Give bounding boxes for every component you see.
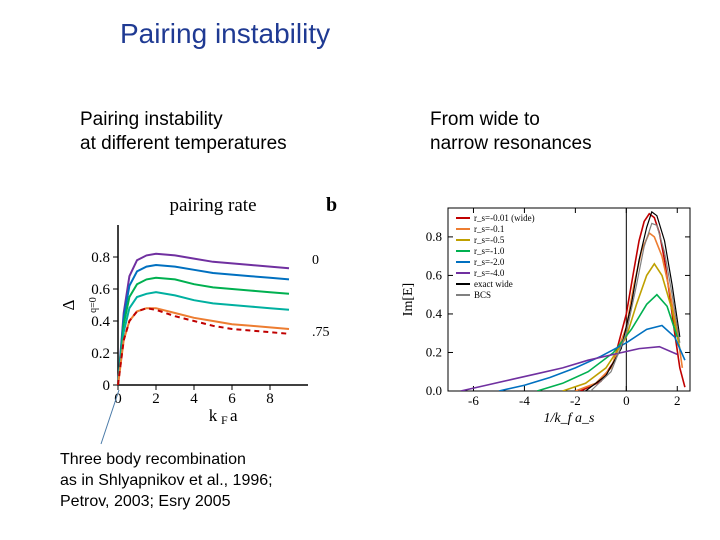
svg-text:q=0: q=0 xyxy=(88,297,99,313)
svg-text:exact wide: exact wide xyxy=(474,279,513,289)
svg-text:r_s=-2.0: r_s=-2.0 xyxy=(474,257,505,267)
svg-text:1/k_f a_s: 1/k_f a_s xyxy=(544,411,595,425)
svg-text:-4: -4 xyxy=(519,393,530,408)
right-caption-l2: narrow resonances xyxy=(430,133,592,154)
slide-title: Pairing instability xyxy=(120,18,330,50)
svg-text:BCS: BCS xyxy=(474,290,491,300)
svg-text:r_s=-0.1: r_s=-0.1 xyxy=(474,224,504,234)
svg-text:r_s=-0.5: r_s=-0.5 xyxy=(474,235,505,245)
svg-text:/ε: /ε xyxy=(60,299,64,311)
svg-text:0.6: 0.6 xyxy=(91,282,110,298)
svg-text:0.4: 0.4 xyxy=(426,306,443,321)
svg-text:b: b xyxy=(326,195,337,216)
svg-text:0.0: 0.0 xyxy=(426,383,442,398)
svg-text:0: 0 xyxy=(623,393,630,408)
svg-text:Im[E]: Im[E] xyxy=(401,283,416,316)
svg-text:2: 2 xyxy=(674,393,681,408)
svg-text:r_s=-4.0: r_s=-4.0 xyxy=(474,268,505,278)
right-caption: From wide to narrow resonances xyxy=(430,108,592,156)
svg-text:k: k xyxy=(209,406,218,425)
svg-text:0: 0 xyxy=(312,253,319,268)
svg-text:0.2: 0.2 xyxy=(426,344,442,359)
svg-text:r_s=-0.01 (wide): r_s=-0.01 (wide) xyxy=(474,213,535,223)
left-caption: Pairing instability at different tempera… xyxy=(80,108,287,156)
right-caption-l1: From wide to xyxy=(430,109,540,130)
left-caption-l1: Pairing instability xyxy=(80,109,223,130)
svg-text:-2: -2 xyxy=(570,393,581,408)
svg-text:0.6: 0.6 xyxy=(426,267,443,282)
left-caption-l2: at different temperatures xyxy=(80,133,287,154)
svg-text:pairing rate: pairing rate xyxy=(169,195,256,216)
svg-text:0.2: 0.2 xyxy=(91,346,110,362)
svg-text:4: 4 xyxy=(190,391,198,407)
svg-text:2: 2 xyxy=(152,391,160,407)
svg-text:0.8: 0.8 xyxy=(91,250,110,266)
svg-text:6: 6 xyxy=(228,391,236,407)
footnote-l3: Petrov, 2003; Esry 2005 xyxy=(60,493,230,510)
svg-text:-6: -6 xyxy=(468,393,479,408)
resonance-chart: -6 -4 -2 0 2 0.0 0.2 0.4 0.6 0.8 1/k_f a_s Im[E] r_s… xyxy=(400,200,700,425)
svg-text:a: a xyxy=(230,406,238,425)
svg-text:F: F xyxy=(221,413,228,425)
svg-text:0.4: 0.4 xyxy=(91,314,110,330)
footnote-l2: as in Shlyapnikov et al., 1996; xyxy=(60,472,273,489)
svg-text:8: 8 xyxy=(266,391,274,407)
svg-text:r_s=-1.0: r_s=-1.0 xyxy=(474,246,505,256)
svg-text:0.8: 0.8 xyxy=(426,229,442,244)
annotation-arrow xyxy=(95,390,125,450)
footnote: Three body recombination as in Shlyapnik… xyxy=(60,450,273,512)
footnote-l1: Three body recombination xyxy=(60,451,246,468)
svg-text:.75: .75 xyxy=(312,325,330,340)
